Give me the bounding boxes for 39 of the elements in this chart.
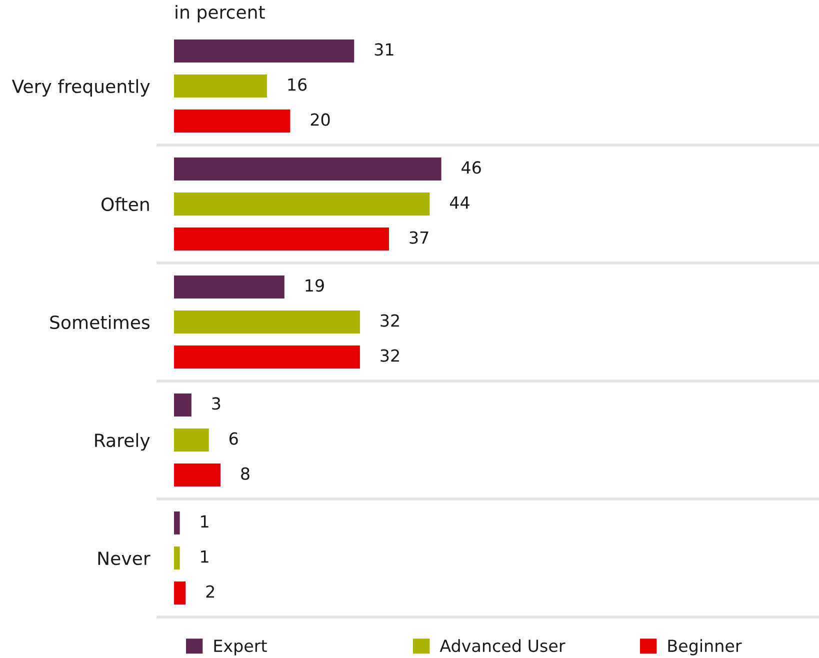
legend-label: Expert [214, 640, 267, 656]
data-label: 31 [374, 43, 394, 56]
data-label: 20 [310, 113, 330, 126]
y-tick-label: Very frequently [12, 79, 150, 97]
data-label: 44 [450, 196, 470, 209]
y-tick-label: Never [98, 552, 150, 566]
bar [174, 428, 209, 452]
data-label: 32 [380, 314, 399, 327]
chart-title: in percent [176, 4, 265, 22]
bar [174, 228, 389, 251]
bar [174, 464, 220, 487]
y-tick-label: Sometimes [50, 315, 150, 330]
y-tick-label: Often [102, 197, 149, 212]
bar [174, 39, 354, 62]
data-label: 6 [229, 432, 238, 445]
bar [174, 511, 180, 534]
data-label: 19 [306, 279, 324, 292]
bar [174, 110, 290, 133]
data-label: 46 [462, 161, 481, 174]
bar [174, 393, 192, 416]
data-label: 2 [206, 585, 214, 598]
legend-label: Advanced User [440, 639, 566, 652]
data-label: 16 [288, 78, 307, 91]
bar [174, 310, 360, 334]
bar [174, 74, 267, 98]
data-label: 37 [410, 231, 428, 244]
bar [174, 192, 430, 216]
bar [174, 157, 442, 180]
bar [174, 546, 180, 570]
data-label: 8 [241, 467, 250, 480]
bar [174, 582, 186, 605]
bar [174, 275, 284, 298]
data-label: 1 [201, 550, 208, 563]
bar [174, 346, 360, 369]
data-label: 3 [212, 397, 220, 410]
y-tick-label: Rarely [95, 433, 150, 451]
data-label: 1 [201, 515, 208, 528]
data-label: 32 [380, 349, 399, 362]
legend-label: Beginner [668, 639, 742, 656]
